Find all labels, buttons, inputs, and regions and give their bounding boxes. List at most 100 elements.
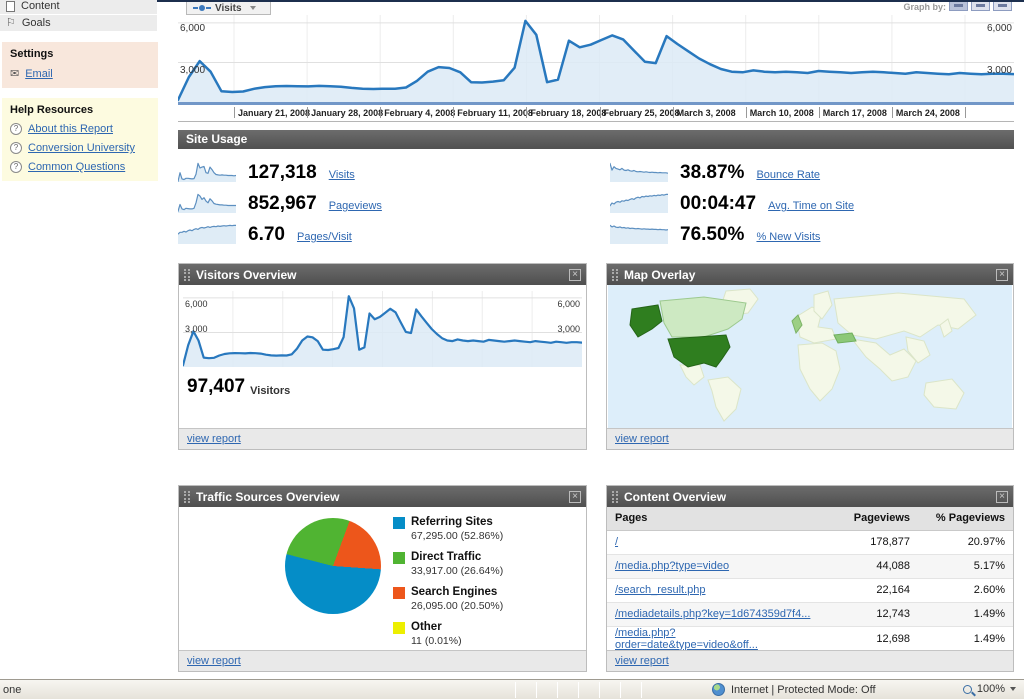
status-separator xyxy=(515,682,516,698)
panel-header: Map Overlay × xyxy=(607,264,1013,285)
legend-label: Direct Traffic xyxy=(411,551,482,563)
visits-metric-tab[interactable]: Visits xyxy=(186,2,271,15)
visits-tab-label: Visits xyxy=(215,2,242,14)
help-link-row: ? About this Report xyxy=(10,123,150,135)
zoom-control[interactable]: 100% xyxy=(962,683,1016,695)
metric-label-link[interactable]: Pages/Visit xyxy=(296,231,352,243)
date-label: March 3, 2008 xyxy=(676,108,736,118)
help-link-row: ? Common Questions xyxy=(10,161,150,173)
metric-value: 852,967 xyxy=(248,193,317,214)
view-report-link[interactable]: view report xyxy=(615,655,669,667)
drag-handle-icon[interactable] xyxy=(184,490,190,503)
pct-pageviews-cell: 1.49% xyxy=(918,602,1013,627)
page-link[interactable]: /media.php?type=video xyxy=(615,560,730,572)
page-link[interactable]: /media.php?order=date&type=video&off... xyxy=(615,626,758,651)
sidebar-item-goals[interactable]: ⚐ Goals xyxy=(0,15,157,32)
date-label: February 11, 2008 xyxy=(457,108,533,118)
pageviews-cell: 12,698 xyxy=(823,626,918,652)
view-report-link[interactable]: view report xyxy=(187,655,241,667)
help-icon: ? xyxy=(10,123,22,135)
page-link[interactable]: /mediadetails.php?key=1d674359d7f4... xyxy=(615,608,811,620)
help-link[interactable]: Conversion University xyxy=(28,142,135,154)
metric-row: 38.87% Bounce Rate xyxy=(610,158,820,182)
pct-pageviews-cell: 20.97% xyxy=(918,530,1013,555)
visits-timeline-chart: Visits Graph by: 6,000 3,000 6,000 3,000… xyxy=(178,2,1014,123)
y-tick-label: 6,000 xyxy=(986,23,1012,34)
date-axis: January 21, 2008 January 28, 2008 February… xyxy=(178,105,1014,122)
close-icon[interactable]: × xyxy=(996,268,1008,281)
y-tick-label: 3,000 xyxy=(986,65,1012,76)
help-link[interactable]: Common Questions xyxy=(28,161,126,173)
sparkline-time_on_site xyxy=(610,191,668,213)
help-resources-title: Help Resources xyxy=(10,104,94,116)
metric-value: 6.70 xyxy=(248,224,285,245)
pct-pageviews-cell: 5.17% xyxy=(918,554,1013,579)
analytics-dashboard: Content ⚐ Goals Settings ✉ Email Help Re… xyxy=(0,0,1024,679)
legend-swatch xyxy=(393,587,405,599)
view-report-link[interactable]: view report xyxy=(615,433,669,445)
graph-by-week-button[interactable] xyxy=(971,2,990,11)
metric-label-link[interactable]: Visits xyxy=(328,169,355,181)
panel-header: Traffic Sources Overview × xyxy=(179,486,586,507)
pie-legend: Referring Sites 67,295.00 (52.86%) Direct … xyxy=(393,516,503,656)
date-label: March 10, 2008 xyxy=(749,108,814,118)
close-icon[interactable]: × xyxy=(569,268,581,281)
page-icon xyxy=(6,0,15,12)
zoom-level: 100% xyxy=(976,683,1005,695)
graph-by-day-button[interactable] xyxy=(949,2,968,11)
metric-label-link[interactable]: Pageviews xyxy=(328,200,382,212)
help-link[interactable]: About this Report xyxy=(28,123,113,135)
traffic-sources-pie-chart xyxy=(285,518,381,614)
y-tick-label: 3,000 xyxy=(180,65,206,76)
metric-value: 38.87% xyxy=(680,162,745,183)
graph-by-month-button[interactable] xyxy=(993,2,1012,11)
status-separator xyxy=(641,682,642,698)
pageviews-cell: 178,877 xyxy=(823,530,918,555)
email-link[interactable]: Email xyxy=(25,67,53,80)
column-header-pageviews[interactable]: Pageviews xyxy=(823,507,918,531)
graph-by-label: Graph by: xyxy=(903,2,946,12)
security-zone-indicator: Internet | Protected Mode: Off xyxy=(712,683,876,696)
panel-footer: view report xyxy=(607,428,1013,449)
drag-handle-icon[interactable] xyxy=(612,490,618,503)
legend-swatch xyxy=(393,552,405,564)
visitors-value: 97,407 xyxy=(187,376,246,397)
email-icon: ✉ xyxy=(10,68,20,80)
close-icon[interactable]: × xyxy=(569,490,581,503)
help-resources-box: Help Resources ? About this Report? Conver… xyxy=(2,98,158,181)
panel-header: Content Overview × xyxy=(607,486,1013,507)
chevron-down-icon xyxy=(249,6,256,10)
date-tick xyxy=(965,107,966,118)
date-tick xyxy=(526,107,528,118)
y-tick-label: 6,000 xyxy=(185,299,208,309)
metric-label-link[interactable]: Avg. Time on Site xyxy=(768,200,855,212)
traffic-sources-panel: Traffic Sources Overview × Referring Sit… xyxy=(178,485,587,672)
metric-label-link[interactable]: Bounce Rate xyxy=(756,169,821,181)
metric-label-link[interactable]: % New Visits xyxy=(756,231,821,243)
column-header-pct-pageviews[interactable]: % Pageviews xyxy=(918,507,1013,531)
drag-handle-icon[interactable] xyxy=(184,268,190,281)
sparkline-pages_visit xyxy=(178,222,236,244)
sidebar-item-label: Content xyxy=(21,0,60,12)
close-icon[interactable]: × xyxy=(996,490,1008,503)
column-header-pages[interactable]: Pages xyxy=(607,507,823,531)
date-label: January 21, 2008 xyxy=(238,108,311,118)
view-report-link[interactable]: view report xyxy=(187,433,241,445)
table-row: / 178,877 20.97% xyxy=(607,530,1013,555)
page-link[interactable]: /search_result.php xyxy=(615,584,706,596)
panel-footer: view report xyxy=(179,428,586,449)
y-tick-label: 6,000 xyxy=(180,23,206,34)
graph-by-controls: Graph by: xyxy=(903,2,1012,13)
date-label: February 25, 2008 xyxy=(603,108,680,118)
date-tick xyxy=(891,107,893,118)
date-label: March 17, 2008 xyxy=(822,108,887,118)
legend-label: Search Engines xyxy=(411,586,498,598)
y-tick-label: 6,000 xyxy=(557,299,580,309)
visitors-overview-panel: Visitors Overview × 6,000 3,000 6,000 3,… xyxy=(178,263,587,450)
timeline-plot-area: 6,000 3,000 6,000 3,000 xyxy=(178,15,1014,102)
map-overlay-panel: Map Overlay × xyxy=(606,263,1014,450)
page-link[interactable]: / xyxy=(615,536,619,548)
drag-handle-icon[interactable] xyxy=(612,268,618,281)
sidebar-item-content[interactable]: Content xyxy=(0,0,157,15)
main-content: Visits Graph by: 6,000 3,000 6,000 3,000… xyxy=(178,2,1014,679)
